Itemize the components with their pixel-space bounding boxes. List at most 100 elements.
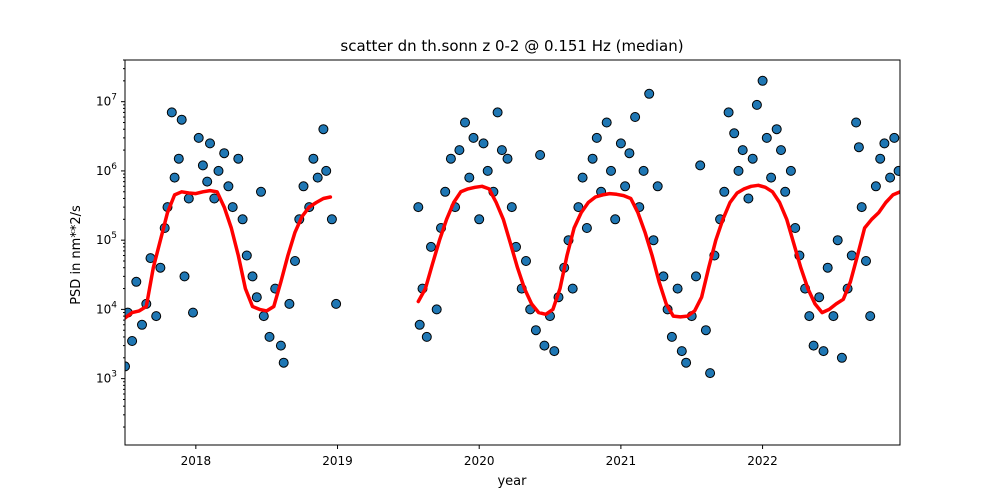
scatter-point	[549, 346, 560, 357]
y-tick-label: 105	[96, 231, 117, 247]
scatter-point	[695, 160, 706, 171]
scatter-point	[179, 271, 190, 282]
scatter-point	[278, 357, 289, 368]
scatter-point	[818, 346, 829, 357]
scatter-point	[587, 153, 598, 164]
scatter-point	[652, 181, 663, 192]
scatter-point	[227, 202, 238, 213]
median-line	[416, 183, 900, 319]
scatter-point	[321, 165, 332, 176]
scatter-point	[506, 202, 517, 213]
scatter-point	[213, 165, 224, 176]
scatter-point	[137, 319, 147, 330]
scatter-point	[719, 186, 730, 197]
scatter-point	[275, 340, 286, 351]
scatter-point	[610, 214, 621, 225]
scatter-point	[308, 153, 319, 164]
scatter-point	[166, 107, 177, 118]
y-tick-label: 104	[96, 300, 117, 316]
scatter-point	[808, 340, 819, 351]
scatter-point	[127, 336, 138, 346]
scatter-point	[290, 256, 300, 266]
scatter-point	[237, 214, 248, 225]
scatter-point	[183, 193, 194, 204]
scatter-point	[318, 124, 329, 135]
scatter-point	[676, 346, 687, 357]
scatter-point	[771, 124, 782, 135]
scatter-point	[331, 298, 342, 309]
scatter-point	[672, 283, 683, 294]
scatter-point	[460, 117, 470, 128]
scatter-point	[251, 292, 262, 303]
scatter-point	[879, 138, 890, 149]
scatter-point	[836, 352, 847, 363]
scatter-point	[861, 256, 871, 266]
scatter-point	[681, 357, 692, 368]
scatter-point	[539, 340, 550, 351]
y-axis: 103 104 105 106 107	[96, 59, 125, 428]
scatter-point	[737, 145, 748, 156]
scatter-point	[173, 153, 184, 164]
scatter-point	[581, 223, 592, 233]
scatter-point	[591, 132, 602, 143]
scatter-point	[502, 153, 513, 164]
y-axis-label: PSD in nm**2/s	[69, 205, 84, 305]
scatter-point	[573, 202, 584, 213]
y-tick-label: 107	[96, 93, 117, 109]
scatter-point	[464, 172, 475, 183]
scatter-point	[615, 138, 626, 149]
y-tick-label: 103	[96, 370, 117, 386]
scatter-point	[723, 107, 734, 118]
scatter-point	[790, 223, 801, 233]
scatter-point	[445, 153, 456, 164]
scatter-point	[751, 99, 762, 110]
scatter-point	[700, 325, 711, 336]
scatter-point	[885, 172, 896, 183]
scatter-point	[691, 271, 701, 282]
scatter-point	[169, 172, 180, 183]
scatter-point	[431, 304, 442, 315]
scatter-point	[258, 311, 269, 322]
plot-area	[125, 75, 900, 379]
scatter-point	[822, 262, 833, 273]
scatter-point	[851, 117, 862, 128]
scatter-point	[233, 153, 244, 164]
scatter-point	[865, 311, 876, 322]
scatter-point	[705, 368, 716, 379]
scatter-point	[780, 186, 791, 197]
scatter-point	[856, 202, 867, 213]
scatter-point	[624, 148, 635, 159]
scatter-point	[853, 142, 864, 153]
x-tick-label: 2018	[181, 454, 212, 468]
chart-title: scatter dn th.sonn z 0-2 @ 0.151 Hz (med…	[340, 37, 683, 55]
scatter-point	[804, 311, 815, 322]
scatter-point	[893, 165, 900, 176]
scatter-point	[875, 153, 886, 164]
scatter-point	[193, 132, 204, 143]
scatter-point	[832, 235, 843, 246]
scatter-point	[567, 283, 578, 294]
scatter-point	[729, 128, 740, 139]
scatter-point	[298, 181, 309, 192]
scatter-point	[474, 214, 485, 225]
scatter-point	[414, 319, 425, 330]
scatter-point	[468, 132, 479, 143]
scatter-point	[256, 186, 266, 197]
scatter-point	[125, 361, 130, 372]
x-tick-label: 2022	[747, 454, 778, 468]
scatter-point	[151, 311, 162, 322]
scatter-point	[828, 311, 839, 322]
scatter-point	[638, 165, 649, 176]
x-axis-label: year	[497, 474, 527, 489]
scatter-point	[326, 214, 337, 225]
median-line	[125, 188, 333, 320]
x-tick-label: 2021	[606, 454, 637, 468]
scatter-point	[743, 193, 754, 204]
scatter-point	[785, 165, 796, 176]
scatter-point	[440, 186, 451, 197]
scatter-point	[814, 292, 825, 303]
scatter-point	[264, 331, 275, 342]
plot-frame	[124, 59, 901, 446]
scatter-point	[482, 165, 493, 176]
scatter-point	[733, 165, 744, 176]
